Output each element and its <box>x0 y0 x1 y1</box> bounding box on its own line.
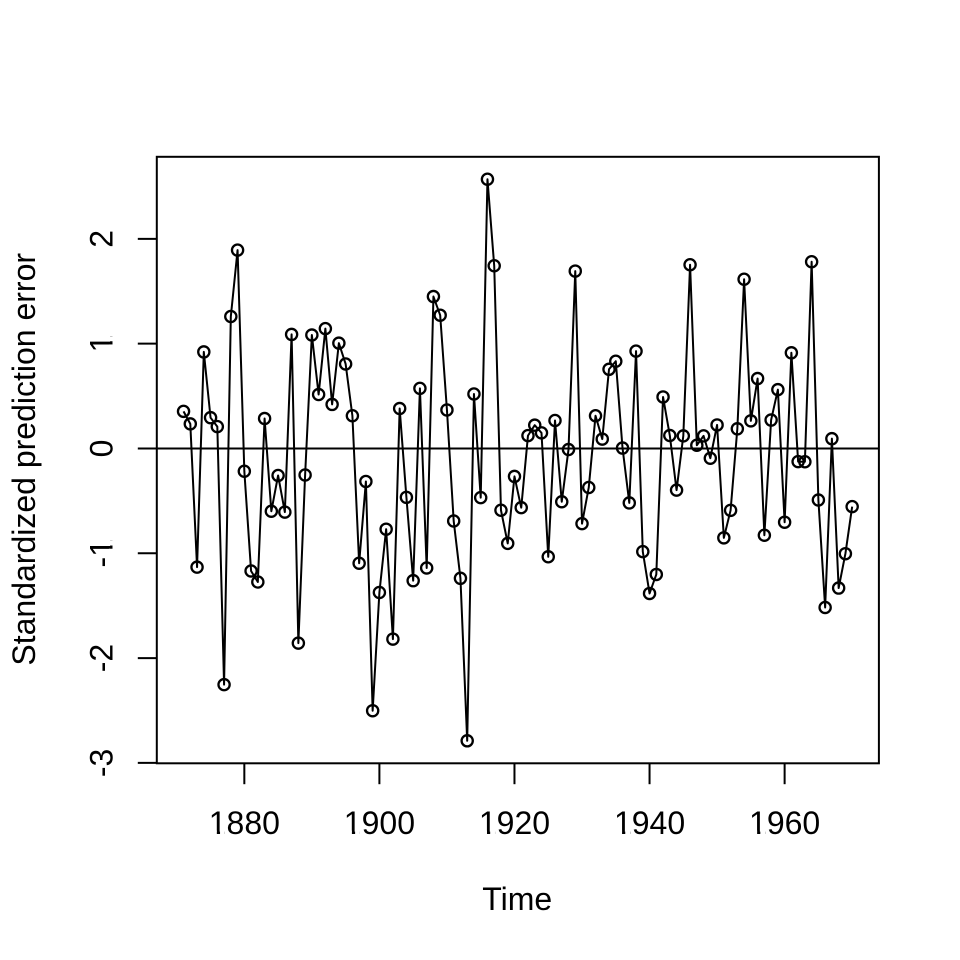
svg-text:1920: 1920 <box>479 805 550 841</box>
svg-text:1960: 1960 <box>749 805 820 841</box>
svg-text:0: 0 <box>83 440 119 458</box>
svg-text:1: 1 <box>83 335 119 353</box>
svg-text:2: 2 <box>83 230 119 248</box>
svg-text:Standardized prediction error: Standardized prediction error <box>6 253 42 666</box>
svg-text:-3: -3 <box>83 749 119 777</box>
svg-text:-2: -2 <box>83 644 119 672</box>
svg-text:1880: 1880 <box>209 805 280 841</box>
svg-text:1900: 1900 <box>344 805 415 841</box>
svg-text:Time: Time <box>482 881 552 917</box>
svg-text:1940: 1940 <box>614 805 685 841</box>
svg-text:-1: -1 <box>83 539 119 567</box>
